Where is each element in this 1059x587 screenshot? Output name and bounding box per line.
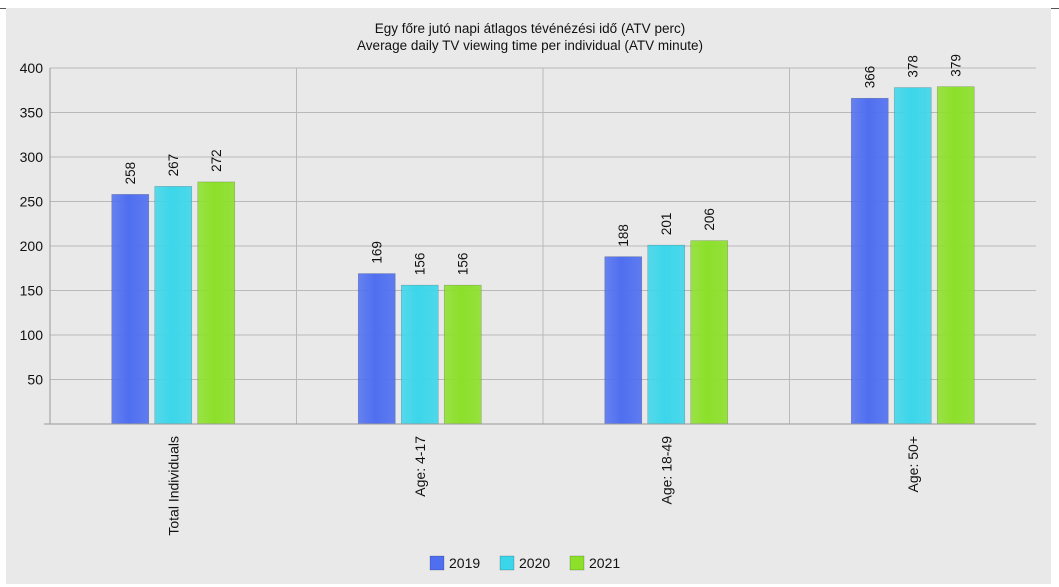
bar-2019	[850, 97, 889, 425]
bar-2021	[936, 86, 975, 425]
y-tick-label: 400	[20, 60, 44, 76]
bar-2019	[604, 256, 643, 425]
bar-2020	[647, 244, 686, 425]
bar-2021	[690, 240, 729, 425]
legend-label: 2021	[589, 555, 620, 571]
axes: 50 100 150 200 250 300 350 400 Total Individuals…	[20, 60, 1036, 536]
data-label: 272	[209, 149, 224, 172]
legend-swatch-2019	[429, 555, 445, 571]
data-label: 379	[949, 54, 964, 77]
data-label: 378	[906, 55, 921, 78]
legend-swatch-2021	[569, 555, 585, 571]
y-tick-label: 200	[20, 238, 44, 254]
y-tick-label: 300	[20, 149, 44, 165]
data-label: 169	[370, 241, 385, 264]
y-tick-label: 100	[20, 327, 44, 343]
data-label: 206	[702, 208, 717, 231]
data-label: 188	[616, 224, 631, 247]
x-tick-label: Total Individuals	[165, 436, 181, 536]
data-label: 156	[456, 253, 471, 276]
data-label: 366	[863, 66, 878, 89]
data-label: 258	[123, 162, 138, 185]
y-tick-label: 50	[27, 372, 43, 388]
bar-2020	[400, 284, 439, 425]
bar-2021	[443, 284, 482, 425]
x-tick-label: Age: 50+	[905, 436, 921, 492]
x-tick-label: Age: 18-49	[658, 436, 674, 505]
data-label: 201	[659, 213, 674, 236]
chart-subtitle: Average daily TV viewing time per indivi…	[357, 38, 703, 53]
chart-title: Egy főre jutó napi átlagos tévénézési id…	[375, 21, 685, 36]
data-label: 267	[166, 154, 181, 177]
legend-swatch-2020	[499, 555, 515, 571]
data-label: 156	[413, 253, 428, 276]
y-tick-label: 150	[20, 283, 44, 299]
legend-label: 2020	[519, 555, 550, 571]
bar-2019	[357, 273, 396, 425]
y-tick-label: 350	[20, 105, 44, 121]
bar-2019	[111, 194, 150, 425]
y-tick-label: 250	[20, 194, 44, 210]
legend: 2019 2020 2021	[429, 555, 620, 571]
data-labels: 258 267 272 169 156 156 188 201 206 366 378 379	[123, 54, 964, 275]
bar-2020	[154, 186, 193, 425]
x-tick-label: Age: 4-17	[412, 436, 428, 497]
legend-label: 2019	[449, 555, 480, 571]
bar-2021	[197, 181, 236, 425]
bar-2020	[893, 87, 932, 425]
